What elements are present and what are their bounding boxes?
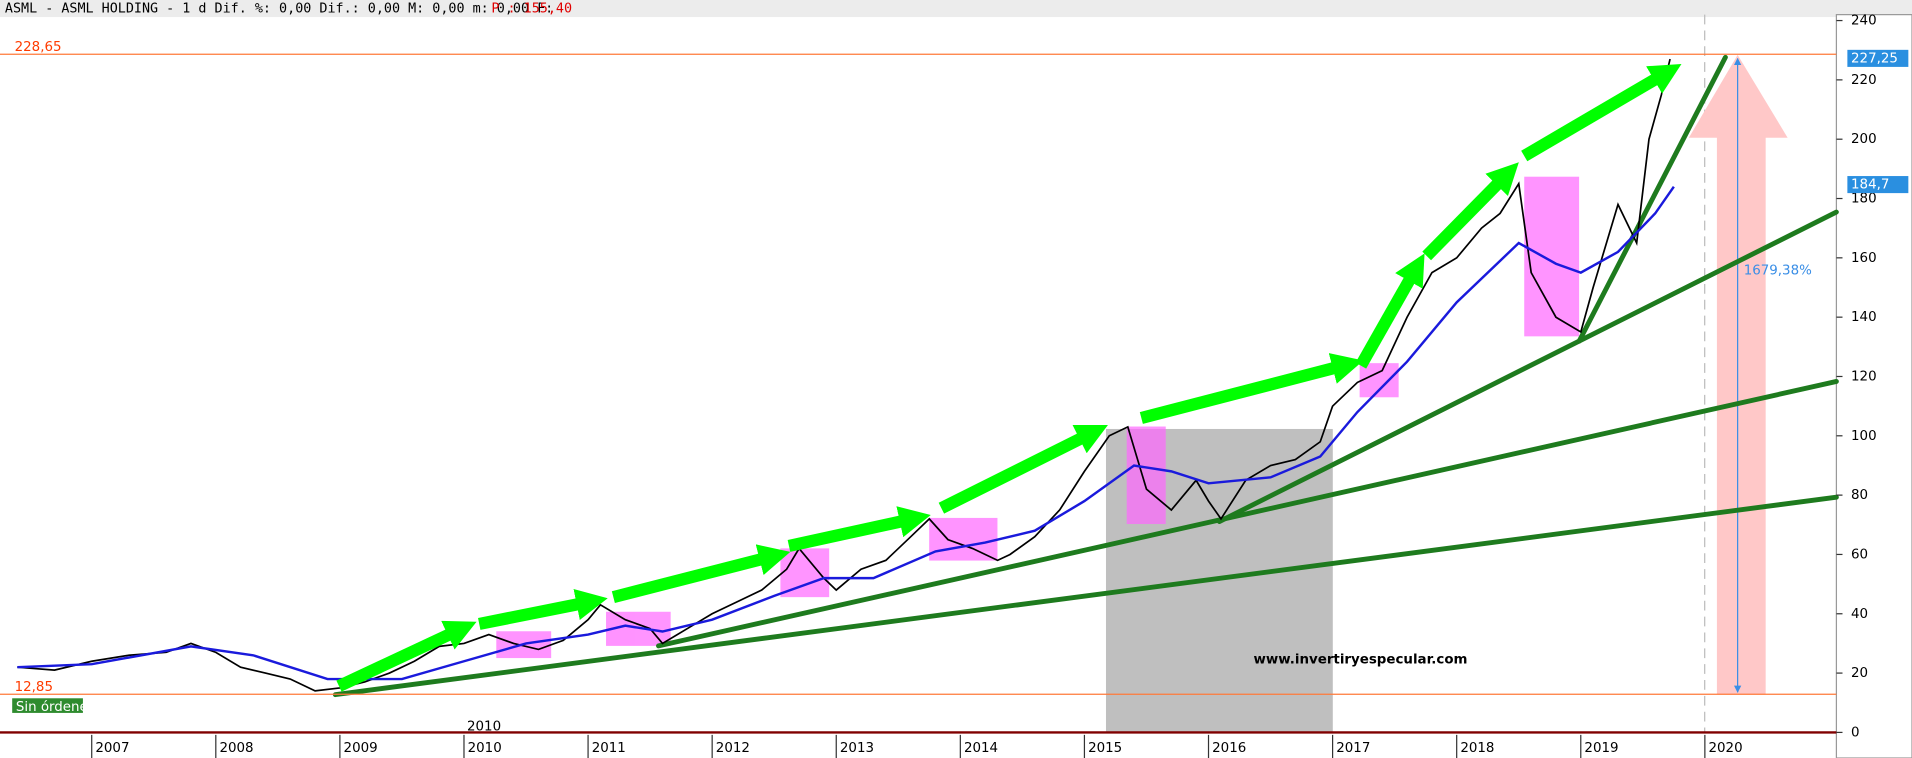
orders-label: Sin órdenes	[16, 699, 95, 715]
price-tag-label: 184,7	[1851, 178, 1889, 193]
y-tick-label: 160	[1851, 251, 1877, 266]
x-tick-label: 2007	[95, 741, 129, 756]
y-tick-label: 40	[1851, 607, 1868, 622]
arrow	[336, 620, 477, 692]
trend-lines	[332, 54, 1839, 698]
y-tick-label: 180	[1851, 192, 1877, 207]
arrow	[1355, 253, 1425, 369]
y-tick-label: 140	[1851, 310, 1877, 325]
price-tag	[1847, 176, 1909, 194]
momentum-arrows	[336, 63, 1682, 692]
arrow	[787, 506, 931, 552]
y-tick-label: 220	[1851, 73, 1877, 88]
arrow	[1139, 353, 1364, 424]
box	[1524, 176, 1580, 337]
gain-arrow	[1688, 54, 1788, 695]
y-tick-label: 0	[1851, 725, 1860, 740]
arrow	[1521, 63, 1682, 162]
level-label: 228,65	[15, 40, 62, 55]
y-tick-label: 200	[1851, 132, 1877, 147]
x-tick-label: 2009	[344, 741, 378, 756]
price-tag-label: 227,25	[1851, 51, 1898, 66]
x-tick-label: 2018	[1460, 741, 1494, 756]
y-tick-label: 60	[1851, 547, 1868, 562]
x-tick-label: 2015	[1088, 741, 1122, 756]
y-tick-label: 80	[1851, 488, 1868, 503]
x-tick-label: 2013	[840, 741, 874, 756]
moving-average	[17, 185, 1675, 681]
arrow	[478, 588, 608, 630]
x-tick-label: 2010	[468, 741, 502, 756]
box	[929, 517, 998, 561]
plot: 228,65 12,85	[0, 40, 1837, 695]
header-title: ASML - ASML HOLDING - 1 d Dif. %: 0,00 D…	[5, 2, 553, 17]
arrow	[611, 544, 791, 604]
x-tick-label: 2011	[592, 741, 626, 756]
x-tick-label: 2014	[964, 741, 998, 756]
x-tick-label: 2016	[1212, 741, 1246, 756]
watermark: www.invertiryespecular.com	[1254, 652, 1468, 667]
trend-line	[656, 379, 1839, 649]
y-tick-label: 240	[1851, 14, 1877, 29]
trend-line	[1216, 209, 1839, 525]
level-label: 12,85	[15, 680, 53, 695]
y-tick-label: 120	[1851, 369, 1877, 384]
x-tick-label: 2017	[1336, 741, 1370, 756]
orders-box	[12, 698, 83, 713]
trend-line	[1576, 54, 1728, 344]
header-bar	[0, 0, 1912, 18]
x-tick-label: 2012	[716, 741, 750, 756]
price-tag	[1847, 49, 1909, 67]
y-tick-label: 20	[1851, 666, 1868, 681]
arrow-shaft	[1716, 136, 1766, 695]
period-label: 2010	[467, 719, 501, 734]
box	[1359, 363, 1399, 398]
x-tick-label: 2020	[1709, 741, 1743, 756]
arrow	[938, 424, 1108, 514]
arrow	[1422, 162, 1519, 261]
trend-line	[332, 494, 1839, 698]
x-tick-label: 2019	[1584, 741, 1618, 756]
header-price: P : 155,40	[491, 2, 572, 17]
gain-label: 1679,38%	[1744, 264, 1812, 279]
y-tick-label: 100	[1851, 429, 1877, 444]
x-tick-label: 2008	[219, 741, 253, 756]
y-axis-panel	[1835, 14, 1912, 758]
